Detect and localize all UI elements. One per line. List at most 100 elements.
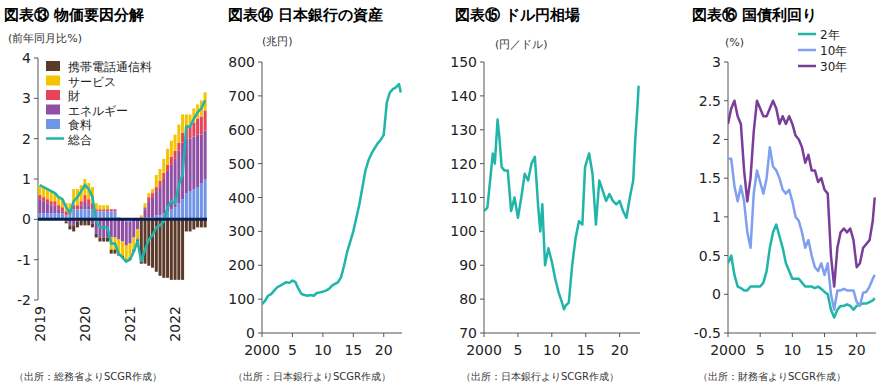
legend-label: 2年	[820, 28, 840, 42]
x-tick	[728, 333, 729, 337]
bar	[72, 209, 75, 219]
y-tick-label: 700	[228, 88, 255, 104]
bar	[159, 169, 162, 181]
bar	[174, 207, 177, 219]
source: （出所：日本銀行よりSCGR作成）	[461, 371, 619, 382]
y-label: (兆円)	[262, 35, 293, 48]
y-tick-label: 1.5	[699, 170, 721, 186]
title: 図表⑬ 物価要因分解	[4, 6, 144, 24]
bar	[192, 137, 195, 189]
legend-label: 財	[68, 89, 80, 103]
x-tick	[585, 333, 586, 337]
x-tick	[292, 333, 293, 337]
legend-swatch	[46, 61, 60, 71]
y-tick-label: 0	[22, 211, 31, 227]
bar	[155, 187, 158, 191]
x-tick-label: 15	[577, 342, 595, 358]
bar	[57, 209, 60, 213]
bar	[106, 205, 109, 209]
x-tick-label: 5	[288, 342, 297, 358]
y-tick-label: 140	[450, 88, 477, 104]
x-tick	[322, 333, 323, 337]
bar	[177, 125, 180, 143]
bar	[162, 179, 165, 213]
bar	[53, 205, 56, 213]
y-tick-label: 110	[450, 190, 477, 206]
bar	[50, 205, 53, 213]
chart-1: 図表⑭ 日本銀行の資産(兆円)（出所：日本銀行よりSCGR作成）01002003…	[228, 6, 402, 382]
bar	[91, 223, 94, 227]
y-label: (前年同月比%)	[8, 32, 82, 45]
y-tick-label: 2	[712, 131, 721, 147]
y-tick-label: 2.5	[699, 93, 721, 109]
source: （出所：日本銀行よりSCGR作成）	[233, 371, 391, 382]
y-tick-label: 130	[450, 122, 477, 138]
bar	[200, 183, 203, 219]
x-tick-label: 2021	[122, 306, 138, 342]
bar	[38, 199, 41, 213]
y-tick-label: -2	[17, 292, 31, 308]
y-tick	[480, 299, 484, 300]
bar	[204, 110, 207, 130]
y-tick-label: 1	[22, 171, 31, 187]
bar	[151, 197, 154, 217]
bar	[177, 219, 180, 279]
bar	[166, 149, 169, 165]
source: （出所：財務省よりSCGR作成）	[698, 371, 846, 382]
bar	[121, 242, 124, 256]
y-tick-label: 0	[712, 286, 721, 302]
y-tick-label: 500	[228, 156, 255, 172]
bar	[177, 143, 180, 151]
bar	[98, 237, 101, 241]
legend-swatch	[46, 76, 60, 86]
bar	[87, 199, 90, 205]
x-axis	[484, 333, 640, 334]
legend-label: 総合	[67, 133, 92, 147]
bar	[162, 159, 165, 173]
legend-swatch	[46, 137, 64, 140]
chart-3: 図表⑯ 国債利回り(%)（出所：財務省よりSCGR作成）-0.500.511.5…	[692, 6, 876, 382]
bar	[80, 201, 83, 205]
y-tick-label: 0	[246, 325, 255, 341]
y-tick-label: 150	[450, 54, 477, 70]
bar	[80, 209, 83, 219]
bar	[155, 191, 158, 215]
x-tick-label: 10	[543, 342, 561, 358]
y-tick	[34, 219, 38, 220]
plot	[38, 92, 206, 280]
x-tick-label: 20	[848, 342, 866, 358]
y-tick	[724, 100, 728, 101]
title: 図表⑮ ドル円相場	[455, 6, 580, 24]
bar	[46, 199, 49, 203]
line	[728, 101, 875, 287]
bar	[196, 135, 199, 187]
bar	[181, 133, 184, 143]
bar	[117, 219, 120, 239]
y-tick	[258, 265, 262, 266]
bar	[151, 193, 154, 197]
legend-label: 10年	[820, 44, 847, 58]
bar	[42, 201, 45, 213]
line	[262, 84, 401, 304]
x-tick	[383, 333, 384, 337]
bar	[50, 201, 53, 205]
bar	[65, 221, 68, 223]
y-tick-label: 300	[228, 223, 255, 239]
x-tick-label: 15	[816, 342, 834, 358]
legend-swatch	[46, 90, 60, 100]
bar	[65, 211, 68, 215]
y-tick-label: 200	[228, 257, 255, 273]
y-tick-label: 4	[22, 50, 31, 66]
bar	[80, 205, 83, 209]
bar	[68, 225, 71, 229]
y-tick-label: 400	[228, 190, 255, 206]
bar	[174, 135, 177, 151]
bar	[151, 219, 154, 267]
bar	[200, 116, 203, 134]
legend-label: 携帯電話通信料	[68, 60, 152, 74]
legend-label: サービス	[68, 75, 116, 89]
bar	[170, 141, 173, 157]
y-tick	[724, 139, 728, 140]
y-tick-label: 100	[450, 223, 477, 239]
y-tick	[724, 333, 728, 334]
